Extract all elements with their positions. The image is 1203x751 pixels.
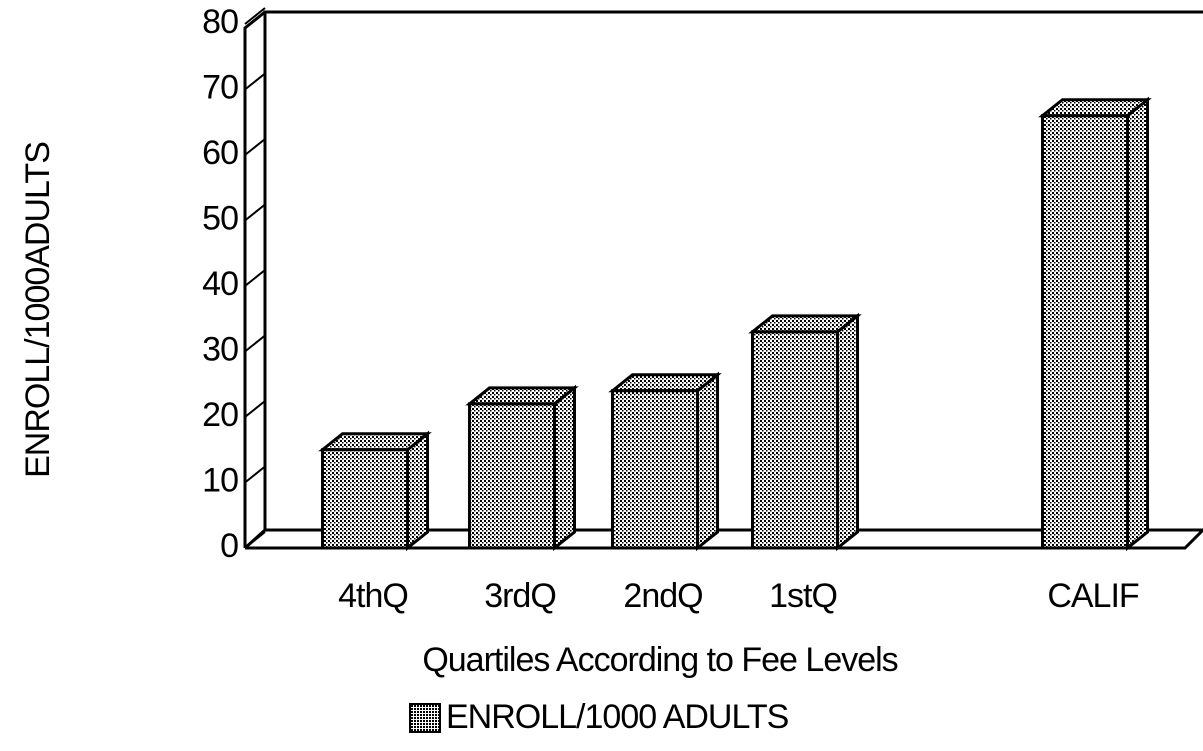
y-axis-label: ENROLL/1000ADULTS (19, 142, 57, 478)
tick-mark (244, 203, 266, 222)
bar-front (611, 389, 699, 550)
y-tick-label: 0 (220, 527, 238, 565)
tick-mark (244, 7, 266, 25)
tick-mark (244, 138, 266, 156)
y-tick-label: 80 (202, 3, 238, 41)
legend-swatch (409, 703, 441, 733)
tick-mark (244, 465, 266, 484)
bar (748, 312, 862, 552)
bar-front (751, 330, 839, 550)
tick-mark (244, 334, 266, 353)
bar-top (465, 386, 579, 406)
bar-top (318, 432, 432, 452)
bar-top (748, 314, 862, 334)
left-wall (243, 10, 266, 548)
y-tick-label: 70 (202, 68, 238, 106)
x-tick-label: CALIF (1047, 577, 1139, 615)
tick-mark (244, 72, 266, 91)
bar-side (696, 371, 719, 552)
bar-top (1038, 98, 1152, 118)
y-tick-label: 30 (202, 330, 238, 368)
tick-mark (244, 531, 266, 549)
x-tick-label: 4thQ (338, 577, 408, 615)
y-tick-label: 50 (202, 199, 238, 237)
bar-side (553, 384, 576, 552)
bar (465, 384, 579, 552)
y-tick-label: 20 (202, 396, 238, 434)
bar-front (468, 402, 556, 550)
x-axis-label: Quartiles According to Fee Levels (422, 641, 897, 679)
tick-mark (244, 269, 266, 287)
y-tick-label: 40 (202, 265, 238, 303)
bar (1038, 96, 1152, 552)
x-tick-label: 3rdQ (484, 577, 556, 615)
bar-top (608, 373, 722, 393)
bar-front (321, 448, 409, 550)
y-tick-label: 60 (202, 134, 238, 172)
tick-mark (244, 400, 266, 418)
x-tick-label: 1stQ (769, 577, 837, 615)
legend-label: ENROLL/1000 ADULTS (446, 698, 789, 736)
bar (608, 371, 722, 552)
bar-side (1126, 96, 1149, 552)
bar-side (406, 430, 429, 552)
x-tick-label: 2ndQ (623, 577, 702, 615)
y-tick-label: 10 (202, 461, 238, 499)
bar (318, 430, 432, 552)
bar-side (836, 312, 859, 552)
bar-front (1041, 114, 1129, 550)
